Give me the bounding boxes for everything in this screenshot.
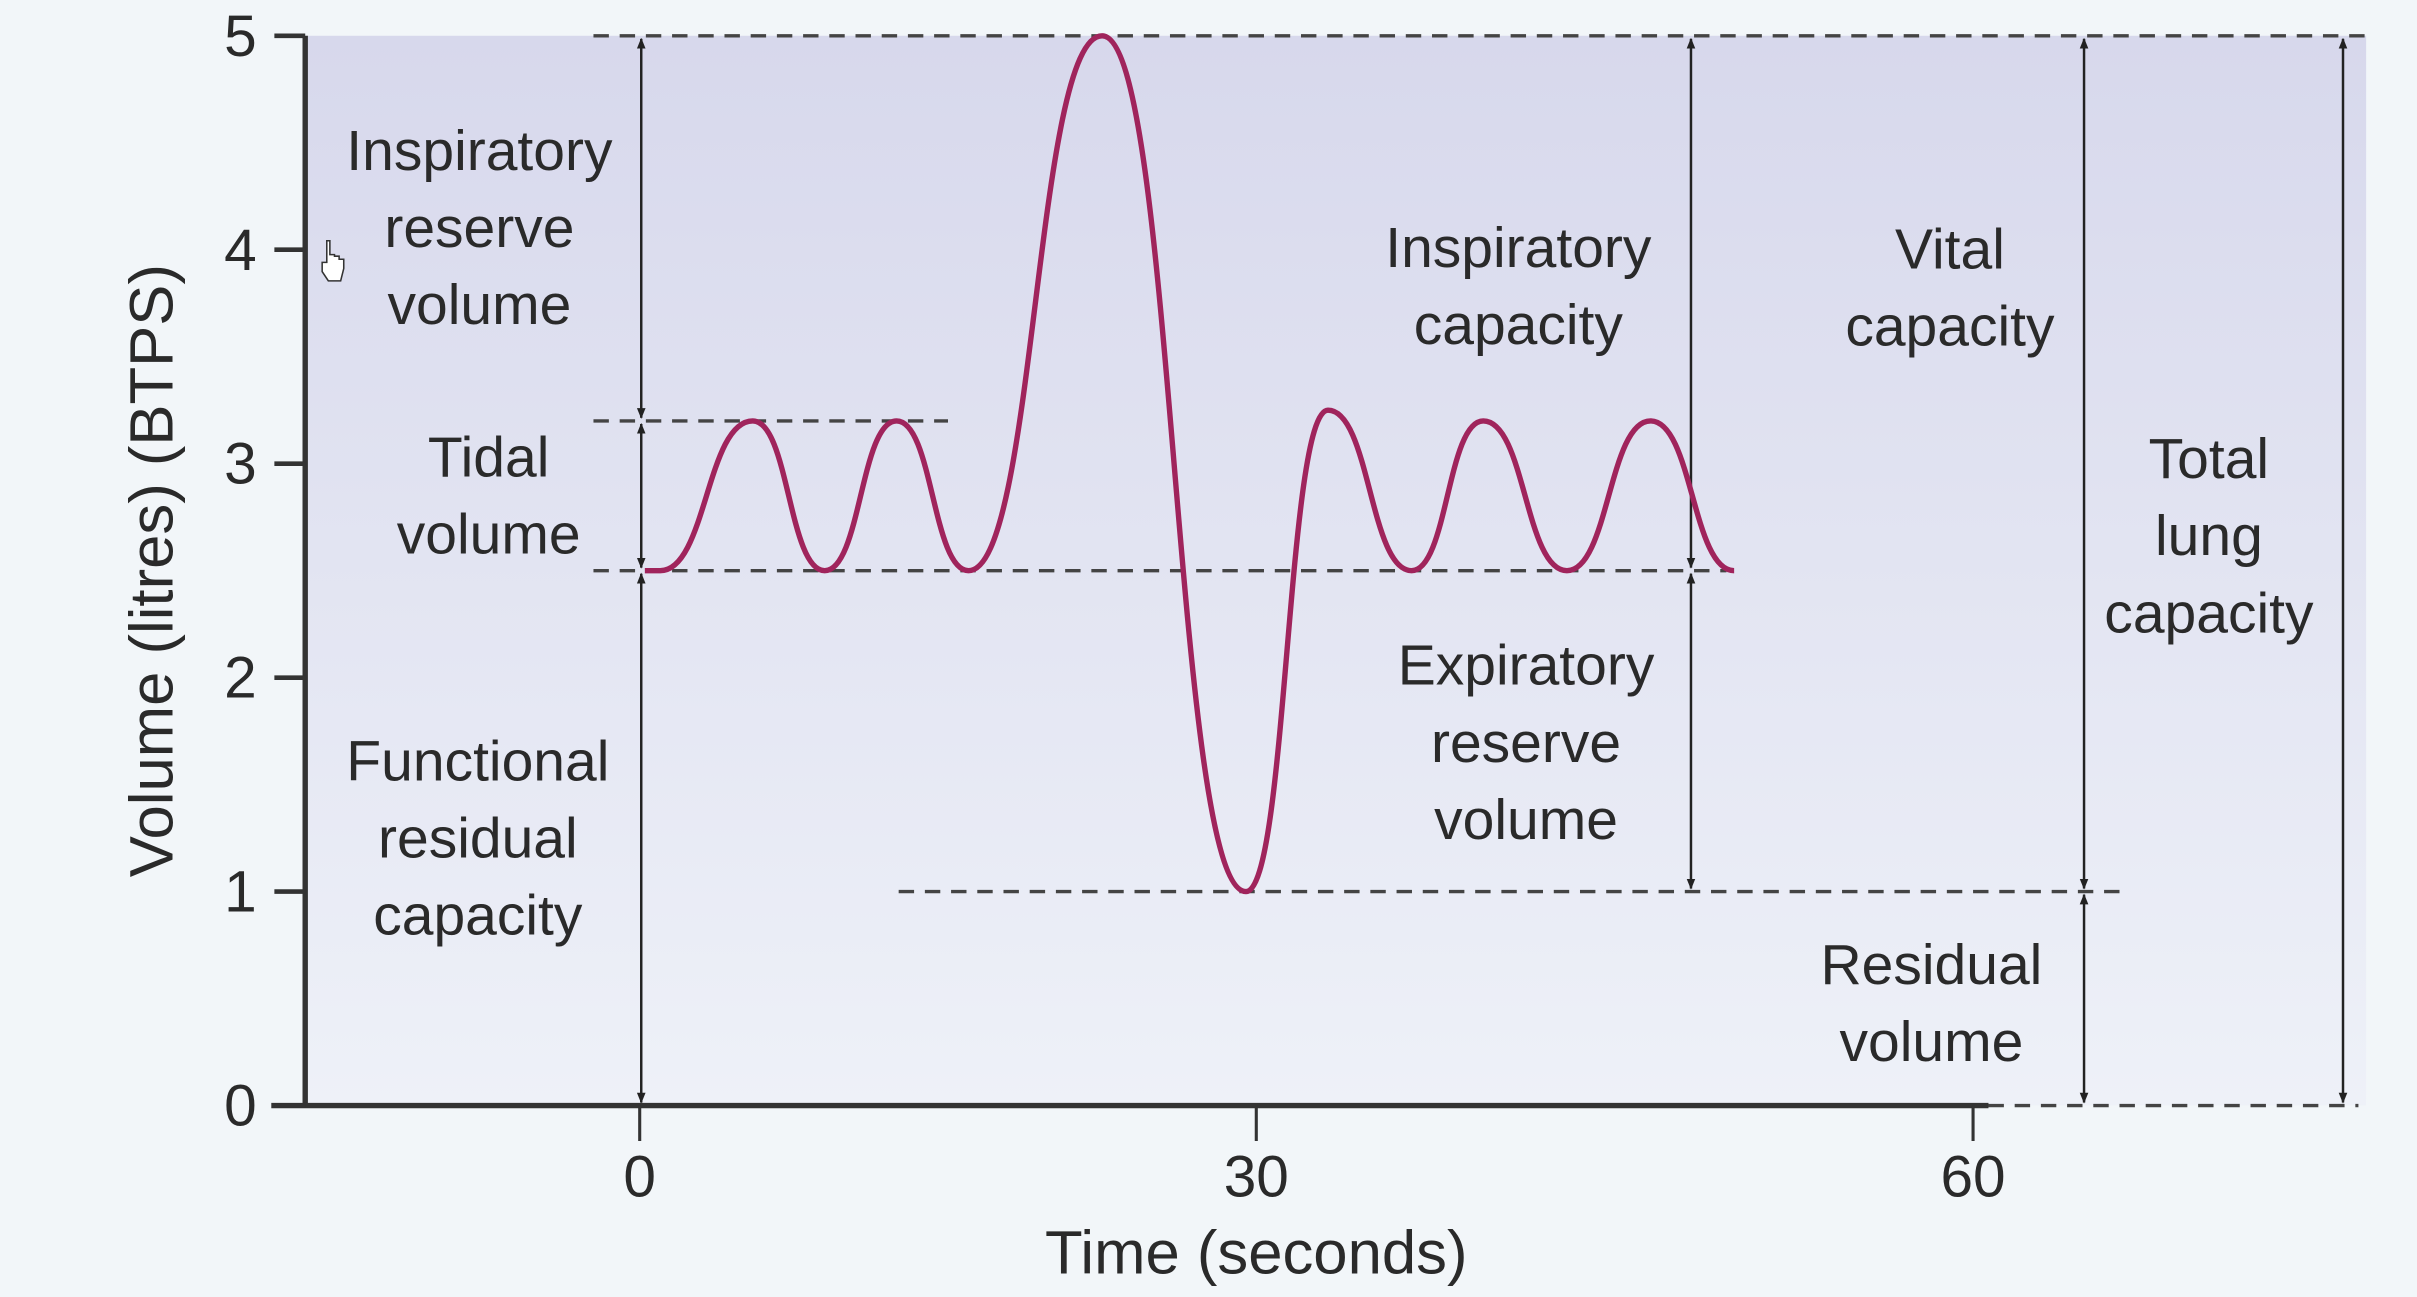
spirometer-trace [644,33,1735,895]
ic-label-line: capacity [1414,293,1624,357]
irv-label-line: reserve [384,196,574,260]
ic-label: Inspiratory capacity [1385,216,1652,357]
tv-label: Tidal volume [397,426,581,567]
y-axis-title: Volume (litres) (BTPS) [118,264,187,877]
x-axis-title: Time (seconds) [1045,1219,1467,1288]
y-tick-label: 2 [224,646,257,711]
irv-label-line: volume [387,273,571,337]
y-tick-label: 4 [224,218,257,283]
rv-label: Residual volume [1821,933,2043,1074]
x-tick-label: 60 [1940,1144,2005,1209]
vc-label-line: capacity [1845,295,2055,359]
tlc-label-line: Total [2149,427,2269,491]
frc-label-line: residual [378,806,578,870]
tlc-label-line: capacity [2104,581,2314,645]
irv-label-line: Inspiratory [346,119,613,183]
y-tick-label: 3 [224,432,257,497]
y-tick-label: 0 [224,1074,257,1139]
erv-label-line: volume [1434,788,1618,852]
ic-label-line: Inspiratory [1385,216,1652,280]
x-tick-label: 30 [1224,1144,1289,1209]
cursor-hand-icon [321,240,345,282]
erv-label-line: reserve [1431,711,1621,775]
rv-label-line: volume [1840,1010,2024,1074]
vc-label: Vital capacity [1845,218,2055,359]
frc-label: Functional residual capacity [346,729,609,947]
vc-label-line: Vital [1895,218,2005,282]
frc-label-line: capacity [373,883,583,947]
rv-label-line: Residual [1821,933,2043,997]
erv-label: Expiratory reserve volume [1398,634,1655,852]
x-tick-label: 0 [623,1144,656,1209]
tlc-label: Total lung capacity [2104,427,2314,645]
erv-label-line: Expiratory [1398,634,1655,698]
tv-label-line: volume [397,503,581,567]
y-tick-label: 5 [224,4,257,69]
y-tick-label: 1 [224,860,257,925]
frc-label-line: Functional [346,729,609,793]
tlc-label-line: lung [2155,504,2263,568]
irv-label: Inspiratory reserve volume [346,119,613,337]
tv-label-line: Tidal [428,426,549,490]
